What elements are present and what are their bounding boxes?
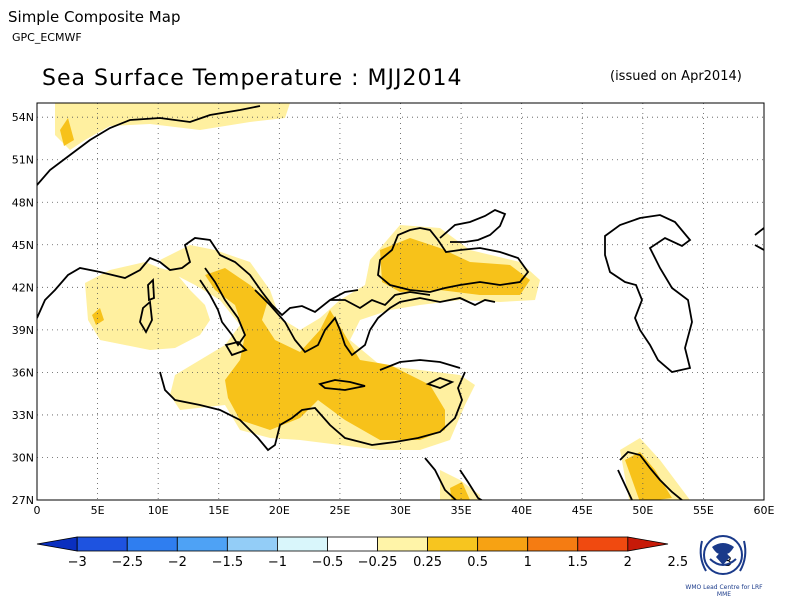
coast-black-sea bbox=[377, 227, 530, 293]
colorbar-swatch bbox=[527, 536, 579, 552]
colorbar-label: −1.5 bbox=[212, 555, 244, 570]
lon-tick-label: 35E bbox=[451, 504, 472, 517]
lon-tick-label: 10E bbox=[148, 504, 169, 517]
issued-date: (issued on Apr2014) bbox=[610, 69, 742, 84]
colorbar-swatch bbox=[577, 536, 629, 552]
colorbar-label: −0.5 bbox=[312, 555, 344, 570]
lat-tick-label: 39N bbox=[12, 324, 34, 337]
colorbar-label: 0.25 bbox=[413, 555, 442, 570]
lat-tick-label: 36N bbox=[12, 366, 34, 379]
coast-sardinia bbox=[139, 300, 153, 334]
colorbar-label: −2 bbox=[168, 555, 187, 570]
anomaly-adriatic-ionian bbox=[205, 268, 445, 440]
lat-tick-label: 51N bbox=[12, 154, 34, 167]
lat-tick-label: 54N bbox=[12, 111, 34, 124]
coast-crete bbox=[318, 379, 366, 391]
lon-tick-label: 5E bbox=[91, 504, 105, 517]
coast-east-edge bbox=[754, 227, 764, 251]
logo-caption: WMO Lead Centre for LRF MME bbox=[685, 584, 763, 598]
lon-tick-label: 40E bbox=[511, 504, 532, 517]
colorbar-label: 2 bbox=[624, 555, 632, 570]
colorbar-swatch bbox=[327, 536, 378, 552]
coast-italy bbox=[199, 267, 247, 347]
model-label: GPC_ECMWF bbox=[12, 31, 82, 44]
anomaly-spot-balearic bbox=[92, 308, 104, 325]
lat-axis: 54N 51N 48N 45N 42N 39N 36N 33N 30N 27N bbox=[12, 111, 34, 507]
lon-tick-label: 50E bbox=[632, 504, 653, 517]
anomaly-western-med bbox=[85, 262, 210, 350]
lon-tick-label: 0 bbox=[34, 504, 41, 517]
map-frame bbox=[36, 102, 765, 501]
colorbar-arrow-left bbox=[36, 536, 78, 552]
coast-sicily bbox=[224, 341, 248, 357]
coast-turkey bbox=[330, 291, 496, 371]
coast-red-sea bbox=[424, 457, 484, 500]
anomaly-dark-regions bbox=[60, 118, 672, 500]
colorbar-label: 1 bbox=[524, 555, 532, 570]
colorbar-label: 1.5 bbox=[567, 555, 588, 570]
anomaly-black-sea bbox=[380, 238, 530, 295]
lon-tick-label: 55E bbox=[693, 504, 714, 517]
anomaly-red-sea-dark bbox=[450, 482, 470, 500]
colorbar-swatch bbox=[76, 536, 128, 552]
coast-north-africa bbox=[159, 371, 466, 452]
colorbar-swatch bbox=[277, 536, 328, 552]
anomaly-north-atlantic bbox=[55, 103, 290, 150]
coast-northwest-europe bbox=[37, 105, 261, 186]
coast-iberia-france bbox=[37, 237, 359, 319]
lon-tick-label: 30E bbox=[390, 504, 411, 517]
colorbar-label: 3 bbox=[724, 555, 732, 570]
coast-caspian bbox=[604, 214, 693, 373]
coastlines bbox=[37, 105, 764, 500]
lat-tick-label: 33N bbox=[12, 409, 34, 422]
colorbar-arrow-right bbox=[627, 536, 669, 552]
wmo-logo bbox=[690, 527, 756, 599]
lon-tick-label: 20E bbox=[269, 504, 290, 517]
lat-tick-label: 48N bbox=[12, 196, 34, 209]
colorbar-label: 0.5 bbox=[467, 555, 488, 570]
lat-tick-label: 27N bbox=[12, 494, 34, 507]
anomaly-spot-north bbox=[60, 118, 74, 146]
lon-tick-label: 45E bbox=[572, 504, 593, 517]
colorbar-swatch bbox=[377, 536, 428, 552]
colorbar-label: −0.25 bbox=[358, 555, 398, 570]
lon-tick-label: 15E bbox=[208, 504, 229, 517]
colorbar-swatch bbox=[176, 536, 228, 552]
lat-tick-label: 30N bbox=[12, 451, 34, 464]
coast-balkans-greece bbox=[254, 289, 371, 357]
coast-cyprus bbox=[425, 377, 455, 389]
coast-corsica bbox=[147, 277, 155, 302]
app-title: Simple Composite Map bbox=[8, 8, 181, 26]
colorbar-label: −1 bbox=[268, 555, 287, 570]
anomaly-gulf-dark bbox=[625, 452, 672, 500]
lon-tick-label: 60E bbox=[754, 504, 775, 517]
coast-crimea-azov bbox=[439, 208, 507, 243]
colorbar-label: −3 bbox=[68, 555, 87, 570]
colorbar-label: 2.5 bbox=[668, 555, 689, 570]
lat-tick-label: 42N bbox=[12, 281, 34, 294]
wmo-emblem-icon bbox=[699, 535, 747, 575]
colorbar-swatch bbox=[226, 536, 278, 552]
colorbar-swatch bbox=[427, 536, 479, 552]
lat-tick-label: 45N bbox=[12, 239, 34, 252]
colorbar-swatch bbox=[126, 536, 178, 552]
colorbar-swatch bbox=[477, 536, 529, 552]
coast-persian-gulf bbox=[617, 451, 684, 500]
colorbar: −3 −2.5 −2 −1.5 −1 −0.5 −0.25 0.25 0.5 1 1.5 2 2.5 3 bbox=[36, 536, 732, 570]
lon-axis: 0 5E 10E 15E 20E 25E 30E 35E 40E 45E 50E 55E 60E bbox=[34, 504, 775, 517]
lon-tick-label: 25E bbox=[329, 504, 350, 517]
colorbar-label: −2.5 bbox=[111, 555, 143, 570]
map-title: Sea Surface Temperature : MJJ2014 bbox=[42, 66, 463, 91]
